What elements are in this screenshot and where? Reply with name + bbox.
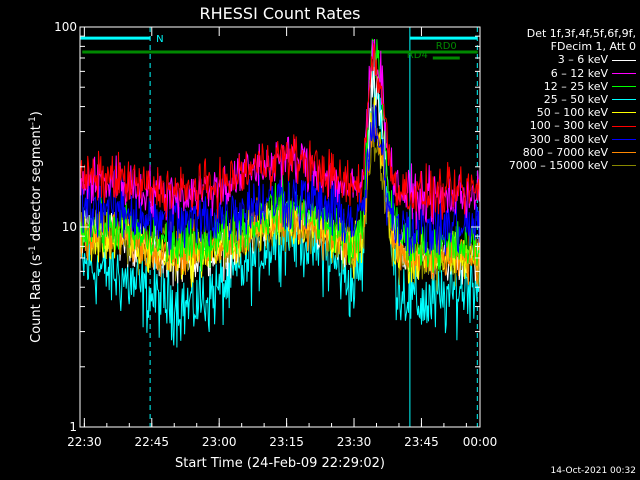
series-line [79,53,481,348]
y-axis-label: Count Rate (s-1 detector segment-1) [28,111,44,343]
rd-label: RD4 [407,50,428,61]
legend-entry: 7000 – 15000 keV [478,159,636,172]
night-label: N [156,34,163,45]
y-axis-label-tail: detector segment [29,125,44,245]
legend-label: 25 – 50 keV [543,93,608,107]
x-tick-label: 23:00 [202,435,237,449]
series-lines [79,38,481,348]
footer-timestamp: 14-Oct-2021 00:32 [550,466,636,476]
y-tick-label: 1 [69,420,77,434]
legend-label: 3 – 6 keV [557,53,608,67]
series-line [79,43,481,220]
x-tick-label: 22:30 [67,435,102,449]
y-axis-label-end: ) [29,111,44,116]
legend-label: 7000 – 15000 keV [508,159,608,173]
legend-header: FDecim 1, Att 0 [550,40,636,54]
legend-entry: 3 – 6 keV [478,53,636,66]
legend-entry: 6 – 12 keV [478,67,636,80]
x-tick-label: 23:15 [269,435,304,449]
y-axis-label-sup2: -1 [28,116,38,125]
rd-label: RD0 [436,41,457,52]
legend-entry: 12 – 25 keV [478,80,636,93]
series-line [79,104,481,257]
legend-entry: 50 – 100 keV [478,106,636,119]
legend-swatch [612,125,636,127]
y-axis-label-main: Count Rate (s [29,254,44,343]
x-tick-label: 23:45 [404,435,439,449]
y-tick-label: 100 [54,20,77,34]
y-tick-label: 10 [62,220,77,234]
legend-entry: 25 – 50 keV [478,93,636,106]
legend-swatch [612,138,636,140]
legend-swatch [612,112,636,114]
legend-label: 12 – 25 keV [543,79,608,93]
x-tick-label: 00:00 [463,435,498,449]
y-axis-label-sup: -1 [28,245,38,254]
legend-label: 6 – 12 keV [550,66,608,80]
legend-entry: 800 – 7000 keV [478,146,636,159]
legend-swatch [612,165,636,167]
legend-header: Det 1f,3f,4f,5f,6f,9f, [526,27,636,40]
x-tick-label: 22:45 [134,435,169,449]
axes: 1 10 100 22:30 22:45 23:00 23:15 23:30 23:45 00:0… [54,20,497,449]
legend-label: 100 – 300 keV [529,119,608,133]
legend-label: 50 – 100 keV [536,106,608,120]
legend-swatch [612,99,636,101]
legend-label: 800 – 7000 keV [522,145,608,159]
legend-entry: 100 – 300 keV [478,119,636,132]
legend-swatch [612,85,636,87]
x-axis-label: Start Time (24-Feb-09 22:29:02) [175,456,385,471]
x-tick-label: 23:30 [337,435,372,449]
legend-entry: 300 – 800 keV [478,133,636,146]
legend-swatch [612,151,636,153]
legend-swatch [612,59,636,61]
legend-swatch [612,72,636,74]
chart-title: RHESSI Count Rates [200,4,361,23]
rd-bars: RD0 RD4 [82,41,478,61]
legend-label: 300 – 800 keV [529,132,608,146]
